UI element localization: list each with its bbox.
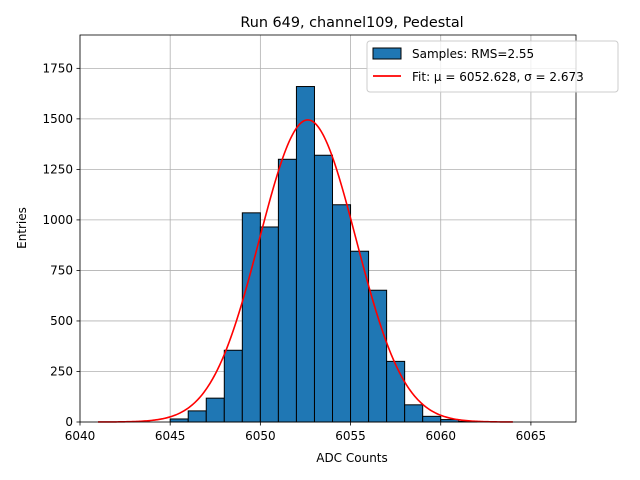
histogram-bar xyxy=(169,418,189,423)
fit-curve-layer xyxy=(98,119,513,423)
y-tick-label: 250 xyxy=(50,364,73,378)
x-tick-label: 6040 xyxy=(65,429,96,443)
plot-frame xyxy=(79,34,577,423)
y-tick-label: 1000 xyxy=(42,213,73,227)
histogram-bar xyxy=(187,410,207,423)
x-tick-label: 6045 xyxy=(155,429,186,443)
histogram-bar xyxy=(332,204,352,423)
histogram-bar xyxy=(205,397,225,423)
gaussian-fit-curve xyxy=(98,119,513,423)
y-tick-label: 0 xyxy=(65,415,73,429)
x-tick-label: 6065 xyxy=(516,429,547,443)
histogram-bar xyxy=(277,158,297,423)
histogram-bar xyxy=(313,154,334,423)
y-axis-ticks: 0 250 500 750 1000 1250 1500 1750 xyxy=(42,61,80,429)
y-tick-label: 1250 xyxy=(42,162,73,176)
y-tick-label: 500 xyxy=(50,314,73,328)
legend-histogram-label: Samples: RMS=2.55 xyxy=(412,47,534,61)
histogram-bar xyxy=(386,360,406,423)
y-axis-label: Entries xyxy=(15,207,29,249)
histogram-bar xyxy=(259,226,279,423)
x-tick-label: 6050 xyxy=(245,429,276,443)
histogram-bar xyxy=(223,349,243,423)
y-tick-label: 1500 xyxy=(42,112,73,126)
histogram-bar xyxy=(404,404,424,423)
legend-fit-label: Fit: μ = 6052.628, σ = 2.673 xyxy=(412,70,584,84)
x-tick-label: 6055 xyxy=(335,429,366,443)
x-axis-ticks: 6040 6045 6050 6055 6060 6065 xyxy=(65,422,546,443)
y-tick-label: 1750 xyxy=(42,61,73,75)
legend: Samples: RMS=2.55 Fit: μ = 6052.628, σ =… xyxy=(366,40,619,93)
legend-box xyxy=(366,40,619,93)
x-axis-label: ADC Counts xyxy=(316,451,388,465)
histogram-bar xyxy=(422,415,442,423)
chart-title: Run 649, channel109, Pedestal xyxy=(240,15,463,31)
y-tick-label: 750 xyxy=(50,263,73,277)
histogram-bar xyxy=(295,86,315,423)
x-tick-label: 6060 xyxy=(425,429,456,443)
histogram-bars xyxy=(169,86,478,423)
histogram-bar xyxy=(368,289,388,423)
legend-histogram-swatch xyxy=(372,47,402,60)
